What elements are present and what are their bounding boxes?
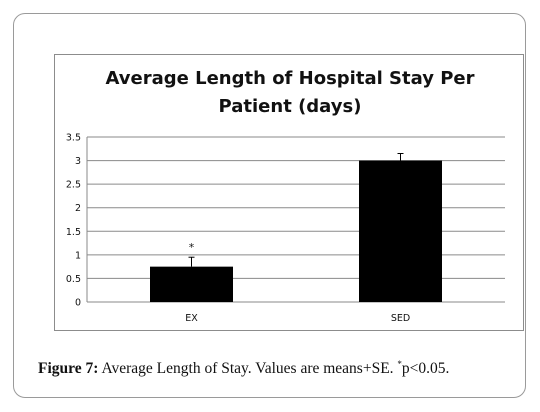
caption-text: Average Length of Stay. Values are means… <box>98 360 398 377</box>
y-tick-label: 3.5 <box>66 133 81 144</box>
y-tick-label: 1 <box>75 250 81 261</box>
y-tick-label: 3 <box>75 156 81 167</box>
x-tick-label: EX <box>185 313 198 324</box>
y-tick-label: 2.5 <box>66 180 81 191</box>
chart-title-line-2: Patient (days) <box>218 96 362 117</box>
bar-chart: 0 0.5 1 1.5 2 2.5 3 3.5 * EX SED <box>66 133 505 324</box>
chart-title-line-1: Average Length of Hospital Stay Per <box>105 68 475 89</box>
y-tick-label: 0.5 <box>66 274 81 285</box>
y-tick-label: 1.5 <box>66 227 81 238</box>
caption-tail: p<0.05. <box>401 360 450 377</box>
chart-title: Average Length of Hospital Stay Per Pati… <box>55 65 525 121</box>
caption-superscript: * <box>397 359 402 369</box>
chart-area: Average Length of Hospital Stay Per Pati… <box>54 54 524 331</box>
y-tick-label: 2 <box>75 203 81 214</box>
y-tick-label: 0 <box>75 298 81 309</box>
bar-ex <box>150 266 233 302</box>
figure-caption: Figure 7: Average Length of Stay. Values… <box>38 359 449 378</box>
caption-label: Figure 7: <box>38 360 99 377</box>
significance-marker: * <box>189 241 195 254</box>
figure-frame: Average Length of Hospital Stay Per Pati… <box>13 13 526 398</box>
bar-sed <box>359 160 442 302</box>
x-tick-label: SED <box>391 313 410 324</box>
